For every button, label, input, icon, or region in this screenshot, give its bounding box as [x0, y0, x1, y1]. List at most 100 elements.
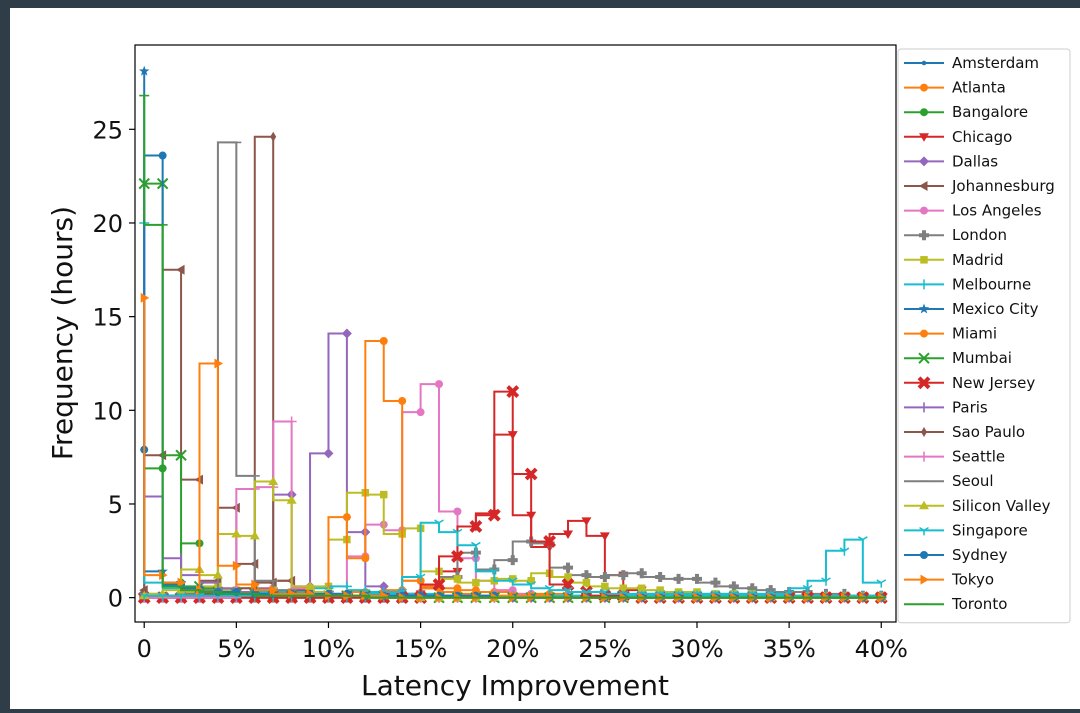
data-point-silicon-valley: [286, 495, 297, 504]
data-point-singapore: [452, 528, 463, 538]
data-point-dallas: [341, 328, 352, 339]
legend-label: Sydney: [952, 546, 1008, 564]
x-tick-label: 40%: [855, 635, 908, 663]
data-point-sao-paulo: [270, 131, 277, 142]
legend-item-london: London: [904, 226, 1007, 244]
legend-marker: [920, 551, 928, 559]
data-point-tokyo: [269, 585, 279, 596]
legend-item-los-angeles: Los Angeles: [904, 202, 1042, 220]
legend-label: Silicon Valley: [952, 497, 1051, 515]
data-point-new-jersey: [432, 578, 446, 591]
series-layer: [137, 65, 888, 605]
data-point-singapore: [415, 573, 426, 583]
data-point-miami: [342, 513, 351, 522]
data-point-tokyo: [140, 292, 150, 303]
data-point-silicon-valley: [231, 528, 242, 538]
legend-marker: [921, 427, 927, 437]
legend-label: Seattle: [952, 448, 1005, 466]
data-point-madrid: [472, 578, 480, 587]
legend-label: Tokyo: [951, 571, 994, 589]
legend-label: Los Angeles: [952, 202, 1042, 220]
data-point-chicago: [563, 530, 574, 539]
x-axis-label: Latency Improvement: [361, 669, 669, 702]
legend-item-silicon-valley: Silicon Valley: [904, 497, 1051, 515]
data-point-tokyo: [214, 358, 223, 369]
legend-item-seoul: Seoul: [904, 472, 994, 490]
data-point-los-angeles: [453, 507, 462, 516]
data-point-singapore: [857, 536, 868, 545]
data-point-singapore: [839, 547, 850, 556]
legend-marker: [918, 303, 930, 314]
data-point-madrid: [508, 575, 517, 583]
legend-label: Chicago: [952, 128, 1012, 146]
data-point-silicon-valley: [212, 570, 223, 579]
x-tick-label: 25%: [578, 635, 631, 663]
legend-item-mexico-city: Mexico City: [904, 300, 1039, 318]
data-point-singapore: [802, 584, 813, 594]
data-point-madrid: [527, 577, 535, 585]
legend-label: Dallas: [952, 152, 998, 170]
data-point-chicago: [599, 532, 610, 541]
data-point-new-jersey: [487, 508, 501, 522]
legend-marker: [920, 256, 928, 264]
legend-item-atlanta: Atlanta: [904, 79, 1006, 97]
legend-marker: [921, 60, 927, 66]
data-point-singapore: [507, 577, 518, 586]
data-point-silicon-valley: [305, 581, 316, 590]
data-point-singapore: [876, 579, 887, 588]
legend-item-melbourne: Melbourne: [904, 275, 1031, 293]
data-point-los-angeles: [508, 586, 517, 595]
data-point-london: [507, 555, 518, 566]
data-point-new-jersey: [451, 550, 464, 563]
legend-label: New Jersey: [952, 374, 1035, 392]
data-point-london: [618, 570, 629, 581]
legend-label: Atlanta: [952, 79, 1006, 97]
data-point-new-jersey: [524, 467, 538, 481]
legend-label: Johannesburg: [951, 177, 1055, 195]
data-point-los-angeles: [435, 380, 444, 389]
y-tick-label: 25: [92, 116, 123, 144]
legend-marker: [919, 527, 929, 536]
data-point-chicago: [581, 517, 592, 526]
data-point-new-jersey: [469, 520, 483, 533]
data-point-singapore: [434, 519, 444, 528]
legend-label: London: [952, 226, 1007, 244]
data-point-madrid: [619, 584, 628, 593]
legend-label: Mumbai: [952, 349, 1012, 367]
x-tick-label: 30%: [670, 635, 723, 663]
data-point-new-jersey: [543, 535, 557, 548]
legend-marker: [918, 352, 930, 364]
y-tick-label: 20: [92, 210, 123, 238]
data-point-seattle: [286, 416, 297, 427]
legend-item-mumbai: Mumbai: [904, 349, 1012, 367]
data-point-madrid: [601, 582, 609, 591]
legend-marker: [917, 376, 931, 390]
data-point-london: [691, 573, 702, 584]
data-point-madrid: [656, 586, 664, 594]
y-tick-label: 15: [92, 304, 123, 332]
legend-marker: [920, 574, 929, 585]
legend-label: Sao Paulo: [952, 423, 1025, 441]
data-point-tokyo: [232, 560, 242, 571]
legend-item-toronto: Toronto: [904, 595, 1007, 613]
legend-item-dallas: Dallas: [904, 152, 998, 170]
legend: Amsterdam Atlanta Bangalore Chicago Dallas Jo…: [897, 48, 1071, 624]
legend-label: Bangalore: [952, 103, 1028, 121]
data-point-london: [581, 570, 592, 581]
data-point-london: [636, 568, 647, 579]
data-point-madrid: [380, 490, 388, 499]
data-point-london: [563, 562, 574, 573]
legend-label: Madrid: [952, 251, 1004, 269]
legend-marker: [920, 108, 928, 117]
legend-item-seattle: Seattle: [904, 448, 1005, 466]
legend-item-bangalore: Bangalore: [904, 103, 1028, 121]
legend-item-chicago: Chicago: [904, 128, 1012, 146]
legend-marker: [920, 329, 928, 338]
chart-canvas: 0 5% 10% 15% 20% 25% 30% 35% 40% 0 5 10 15 20 25 Laten…: [10, 8, 1080, 709]
data-point-singapore: [544, 584, 555, 594]
data-point-dallas: [378, 581, 389, 592]
x-tick-label: 0: [137, 635, 152, 663]
x-tick-label: 10%: [302, 635, 355, 663]
data-point-madrid: [582, 578, 591, 587]
